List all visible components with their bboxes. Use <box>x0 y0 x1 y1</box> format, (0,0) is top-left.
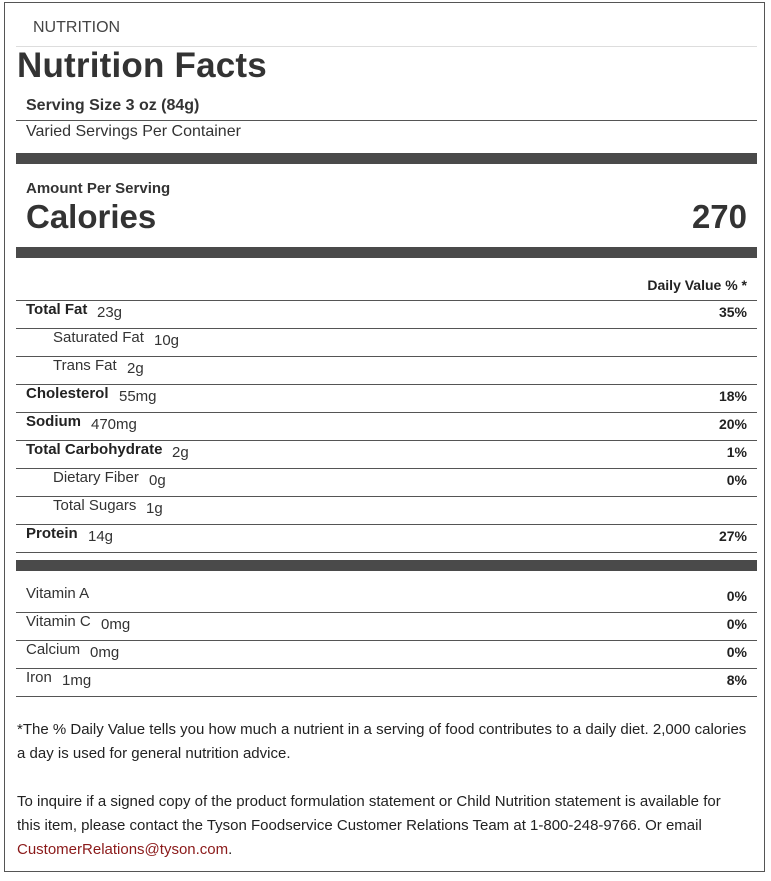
vitamin-name: Calcium <box>26 641 81 658</box>
vitamin-name: Iron <box>26 669 52 686</box>
nutrient-name: Sodium <box>26 413 81 430</box>
nutrient-name: Total Carbohydrate <box>26 441 163 458</box>
amount-per-serving-label: Amount Per Serving <box>26 180 171 197</box>
divider <box>16 120 757 121</box>
divider <box>16 696 757 697</box>
serving-size: Serving Size 3 oz (84g) <box>26 97 200 114</box>
vitamin-daily-value: 0% <box>726 588 747 604</box>
nutrient-amount: 55mg <box>119 388 157 405</box>
nutrient-daily-value: 20% <box>718 416 747 432</box>
nutrient-daily-value: 1% <box>726 444 747 460</box>
calories-value: 270 <box>691 198 747 235</box>
divider <box>16 524 757 525</box>
vitamin-amount: 1mg <box>62 672 92 689</box>
inquiry-note: To inquire if a signed copy of the produ… <box>17 790 747 862</box>
inquiry-text: To inquire if a signed copy of the produ… <box>17 793 721 834</box>
nutrient-row: Cholesterol 55mg 18% <box>16 384 757 412</box>
nutrient-daily-value: 35% <box>718 304 747 320</box>
nutrient-daily-value: 0% <box>726 472 747 488</box>
nutrient-amount: 470mg <box>91 416 137 433</box>
nutrient-name: Saturated Fat <box>53 329 144 346</box>
nutrient-daily-value: 18% <box>718 388 747 404</box>
daily-value-header: Daily Value % * <box>647 277 747 293</box>
divider <box>16 328 757 329</box>
vitamin-row: Vitamin A 0% <box>16 584 757 612</box>
divider <box>16 356 757 357</box>
vitamin-row: Calcium 0mg 0% <box>16 640 757 668</box>
divider <box>16 552 757 553</box>
divider <box>16 468 757 469</box>
nutrient-name: Dietary Fiber <box>53 469 139 486</box>
nutrient-row: Sodium 470mg 20% <box>16 412 757 440</box>
divider <box>16 640 757 641</box>
nutrient-row: Total Fat 23g 35% <box>16 300 757 328</box>
nutrient-amount: 0g <box>149 472 166 489</box>
nutrient-name: Total Fat <box>26 301 88 318</box>
nutrient-name: Cholesterol <box>26 385 109 402</box>
nutrient-name: Trans Fat <box>53 357 117 374</box>
vitamin-name: Vitamin C <box>26 613 91 630</box>
vitamin-daily-value: 0% <box>726 616 747 632</box>
nutrient-row: Total Carbohydrate 2g 1% <box>16 440 757 468</box>
thick-divider <box>16 153 757 164</box>
divider <box>16 384 757 385</box>
nutrient-amount: 1g <box>146 500 163 517</box>
nutrient-amount: 2g <box>172 444 189 461</box>
thick-divider <box>16 247 757 258</box>
divider <box>16 668 757 669</box>
inquiry-end: . <box>228 841 233 858</box>
vitamin-daily-value: 0% <box>726 644 747 660</box>
email-link[interactable]: CustomerRelations@tyson.com <box>17 841 229 858</box>
divider <box>16 496 757 497</box>
nutrient-row: Trans Fat 2g <box>16 356 757 384</box>
nutrient-amount: 10g <box>154 332 180 349</box>
nutrient-row: Saturated Fat 10g <box>16 328 757 356</box>
servings-per-container: Varied Servings Per Container <box>26 123 241 140</box>
nutrient-daily-value: 27% <box>718 528 747 544</box>
thick-divider <box>16 560 757 571</box>
daily-value-footnote: *The % Daily Value tells you how much a … <box>17 721 747 762</box>
nutrient-row: Dietary Fiber 0g 0% <box>16 468 757 496</box>
vitamin-daily-value: 8% <box>726 672 747 688</box>
divider <box>16 612 757 613</box>
divider <box>16 300 757 301</box>
nutrient-amount: 23g <box>97 304 123 321</box>
nutrient-row: Total Sugars 1g <box>16 496 757 524</box>
nutrient-name: Total Sugars <box>53 497 137 514</box>
nutrient-amount: 14g <box>88 528 114 545</box>
nutrient-name: Protein <box>26 525 78 542</box>
divider <box>16 412 757 413</box>
vitamin-row: Vitamin C 0mg 0% <box>16 612 757 640</box>
nutrient-row: Protein 14g 27% <box>16 524 757 552</box>
divider <box>16 46 757 47</box>
vitamin-amount: 0mg <box>101 616 131 633</box>
vitamin-name: Vitamin A <box>26 585 90 602</box>
nutrient-amount: 2g <box>127 360 144 377</box>
vitamin-amount: 0mg <box>90 644 120 661</box>
section-label: NUTRITION <box>33 19 121 36</box>
divider <box>16 440 757 441</box>
page-title: Nutrition Facts <box>17 46 267 85</box>
calories-label: Calories <box>26 198 157 235</box>
vitamin-row: Iron 1mg 8% <box>16 668 757 696</box>
nutrition-panel <box>4 2 765 872</box>
